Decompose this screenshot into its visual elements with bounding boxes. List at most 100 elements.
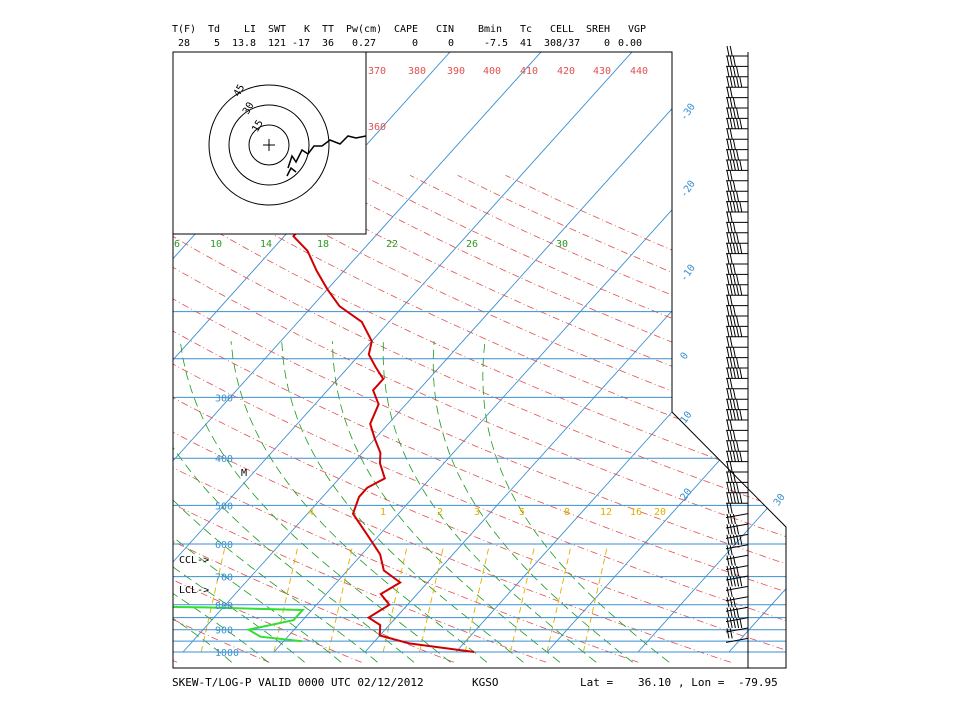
wind-barb-flag xyxy=(726,118,730,129)
dry-adiabat-line xyxy=(173,174,731,663)
wind-barb xyxy=(725,565,749,581)
stat-label-tt: TT xyxy=(322,24,335,35)
wind-barb-flag xyxy=(732,160,736,171)
pressure-level-label: 300 xyxy=(215,393,233,404)
wind-barb xyxy=(726,274,748,286)
wind-barb-flag xyxy=(739,118,743,129)
wind-barb-flag xyxy=(732,607,736,618)
wind-barb-flag xyxy=(739,160,743,171)
wind-barb-flag xyxy=(729,181,733,192)
wind-barb-flag xyxy=(726,201,730,213)
stat-label-pw: Pw(cm) xyxy=(346,24,383,35)
stat-label-tf: T(F) xyxy=(172,24,197,35)
dry-adiabat-line xyxy=(173,174,786,663)
wind-barb-flag xyxy=(736,534,740,545)
moist-adiabat-line xyxy=(432,341,634,663)
wind-barb-flag xyxy=(729,617,733,629)
wind-barb xyxy=(726,45,748,57)
theta-e-label: 26 xyxy=(466,239,478,250)
wind-barb-flag xyxy=(729,118,733,129)
stat-value-pw: 0.27 xyxy=(352,38,377,49)
wind-barb-flag xyxy=(726,264,730,275)
wind-barb-flag xyxy=(729,201,733,213)
wind-barb-flag xyxy=(739,243,743,254)
wind-barb-flag xyxy=(726,357,730,369)
theta-e-label: 6 xyxy=(174,239,180,250)
theta-label: 410 xyxy=(520,66,538,77)
wind-barb-flag xyxy=(739,409,743,421)
wind-barb-flag xyxy=(732,181,736,192)
wind-barb-flag xyxy=(729,493,733,504)
wind-barb-flag xyxy=(732,139,736,150)
wind-barb-flag xyxy=(739,576,743,587)
wind-barb-flag xyxy=(732,222,736,233)
wind-barb-flag xyxy=(736,451,740,462)
stat-value-vgp: 0.00 xyxy=(618,38,643,49)
stat-value-td: 5 xyxy=(214,38,221,49)
isotherm-line xyxy=(173,52,177,653)
mixing-ratio-label: 2 xyxy=(437,507,443,518)
theta-e-label: 10 xyxy=(210,239,222,250)
mixing-ratio-line xyxy=(546,543,572,653)
wind-barb-flag xyxy=(739,77,743,88)
wind-barb-flag xyxy=(732,66,736,77)
stat-value-bmin: -7.5 xyxy=(484,38,509,49)
isotherm-line xyxy=(455,52,786,653)
wind-barb-flag xyxy=(729,97,733,109)
wind-barb-flag xyxy=(726,399,730,410)
isotherm-label: 20 xyxy=(679,487,695,503)
wind-barb-flag xyxy=(732,97,736,109)
wind-barb-flag xyxy=(726,222,730,233)
wind-barb-flag xyxy=(736,493,740,504)
wind-barb-flag xyxy=(736,66,740,77)
wind-barb xyxy=(726,191,748,203)
wind-barb-flag xyxy=(736,565,740,577)
dry-adiabat-line xyxy=(173,174,786,663)
mixing-ratio-line xyxy=(582,543,609,653)
wind-barb xyxy=(726,264,748,275)
stat-value-tf: 28 xyxy=(178,38,191,49)
plot-frame xyxy=(172,51,787,669)
wind-barb-flag xyxy=(729,503,733,514)
wind-barb-flag xyxy=(736,357,740,369)
wind-barb-flag xyxy=(732,441,736,452)
wind-barb-flag xyxy=(729,451,733,462)
wind-barb-flag xyxy=(729,524,733,535)
wind-barb xyxy=(726,139,748,151)
wind-barb xyxy=(726,170,748,182)
wind-barb-flag xyxy=(726,243,730,254)
moist-adiabat-line xyxy=(173,341,232,663)
melting-level-marker: M xyxy=(241,468,247,479)
footer-lat-label: Lat = xyxy=(580,676,614,689)
wind-barb-flag xyxy=(739,201,743,213)
wind-barb-flag xyxy=(729,409,733,421)
wind-barb-flag xyxy=(736,524,740,535)
stat-value-sreh: 0 xyxy=(604,38,611,49)
wind-barb-flag xyxy=(729,441,733,452)
isotherm-label: -30 xyxy=(679,102,698,123)
hodograph-ring xyxy=(248,124,290,166)
stat-value-tt: 36 xyxy=(322,38,335,49)
wind-barb-flag xyxy=(729,576,733,587)
wind-barb-flag xyxy=(729,191,733,202)
theta-e-label: 30 xyxy=(556,239,568,250)
ccl-marker: CCL-> xyxy=(179,555,209,566)
mixing-ratio-line xyxy=(464,543,490,653)
wind-barb-flag xyxy=(729,295,733,306)
pressure-level-label: 400 xyxy=(215,454,233,465)
wind-barb-flag xyxy=(726,617,730,629)
mixing-ratio-line xyxy=(328,543,354,653)
wind-barb-flag xyxy=(729,77,733,88)
mixing-ratio-line xyxy=(273,543,299,653)
wind-barb-flag xyxy=(729,389,733,400)
wind-barb-flag xyxy=(729,316,733,327)
wind-barb-flag xyxy=(736,368,740,379)
stat-value-cell: 308/37 xyxy=(544,38,581,49)
wind-barb-flag xyxy=(726,149,730,161)
stat-value-li: 13.8 xyxy=(232,38,257,49)
moist-adiabat-line xyxy=(173,341,378,663)
hodograph-trace xyxy=(287,135,367,169)
wind-barb-flag xyxy=(736,326,740,337)
wind-barb-flag xyxy=(736,607,740,618)
wind-barb-flag xyxy=(732,191,736,202)
